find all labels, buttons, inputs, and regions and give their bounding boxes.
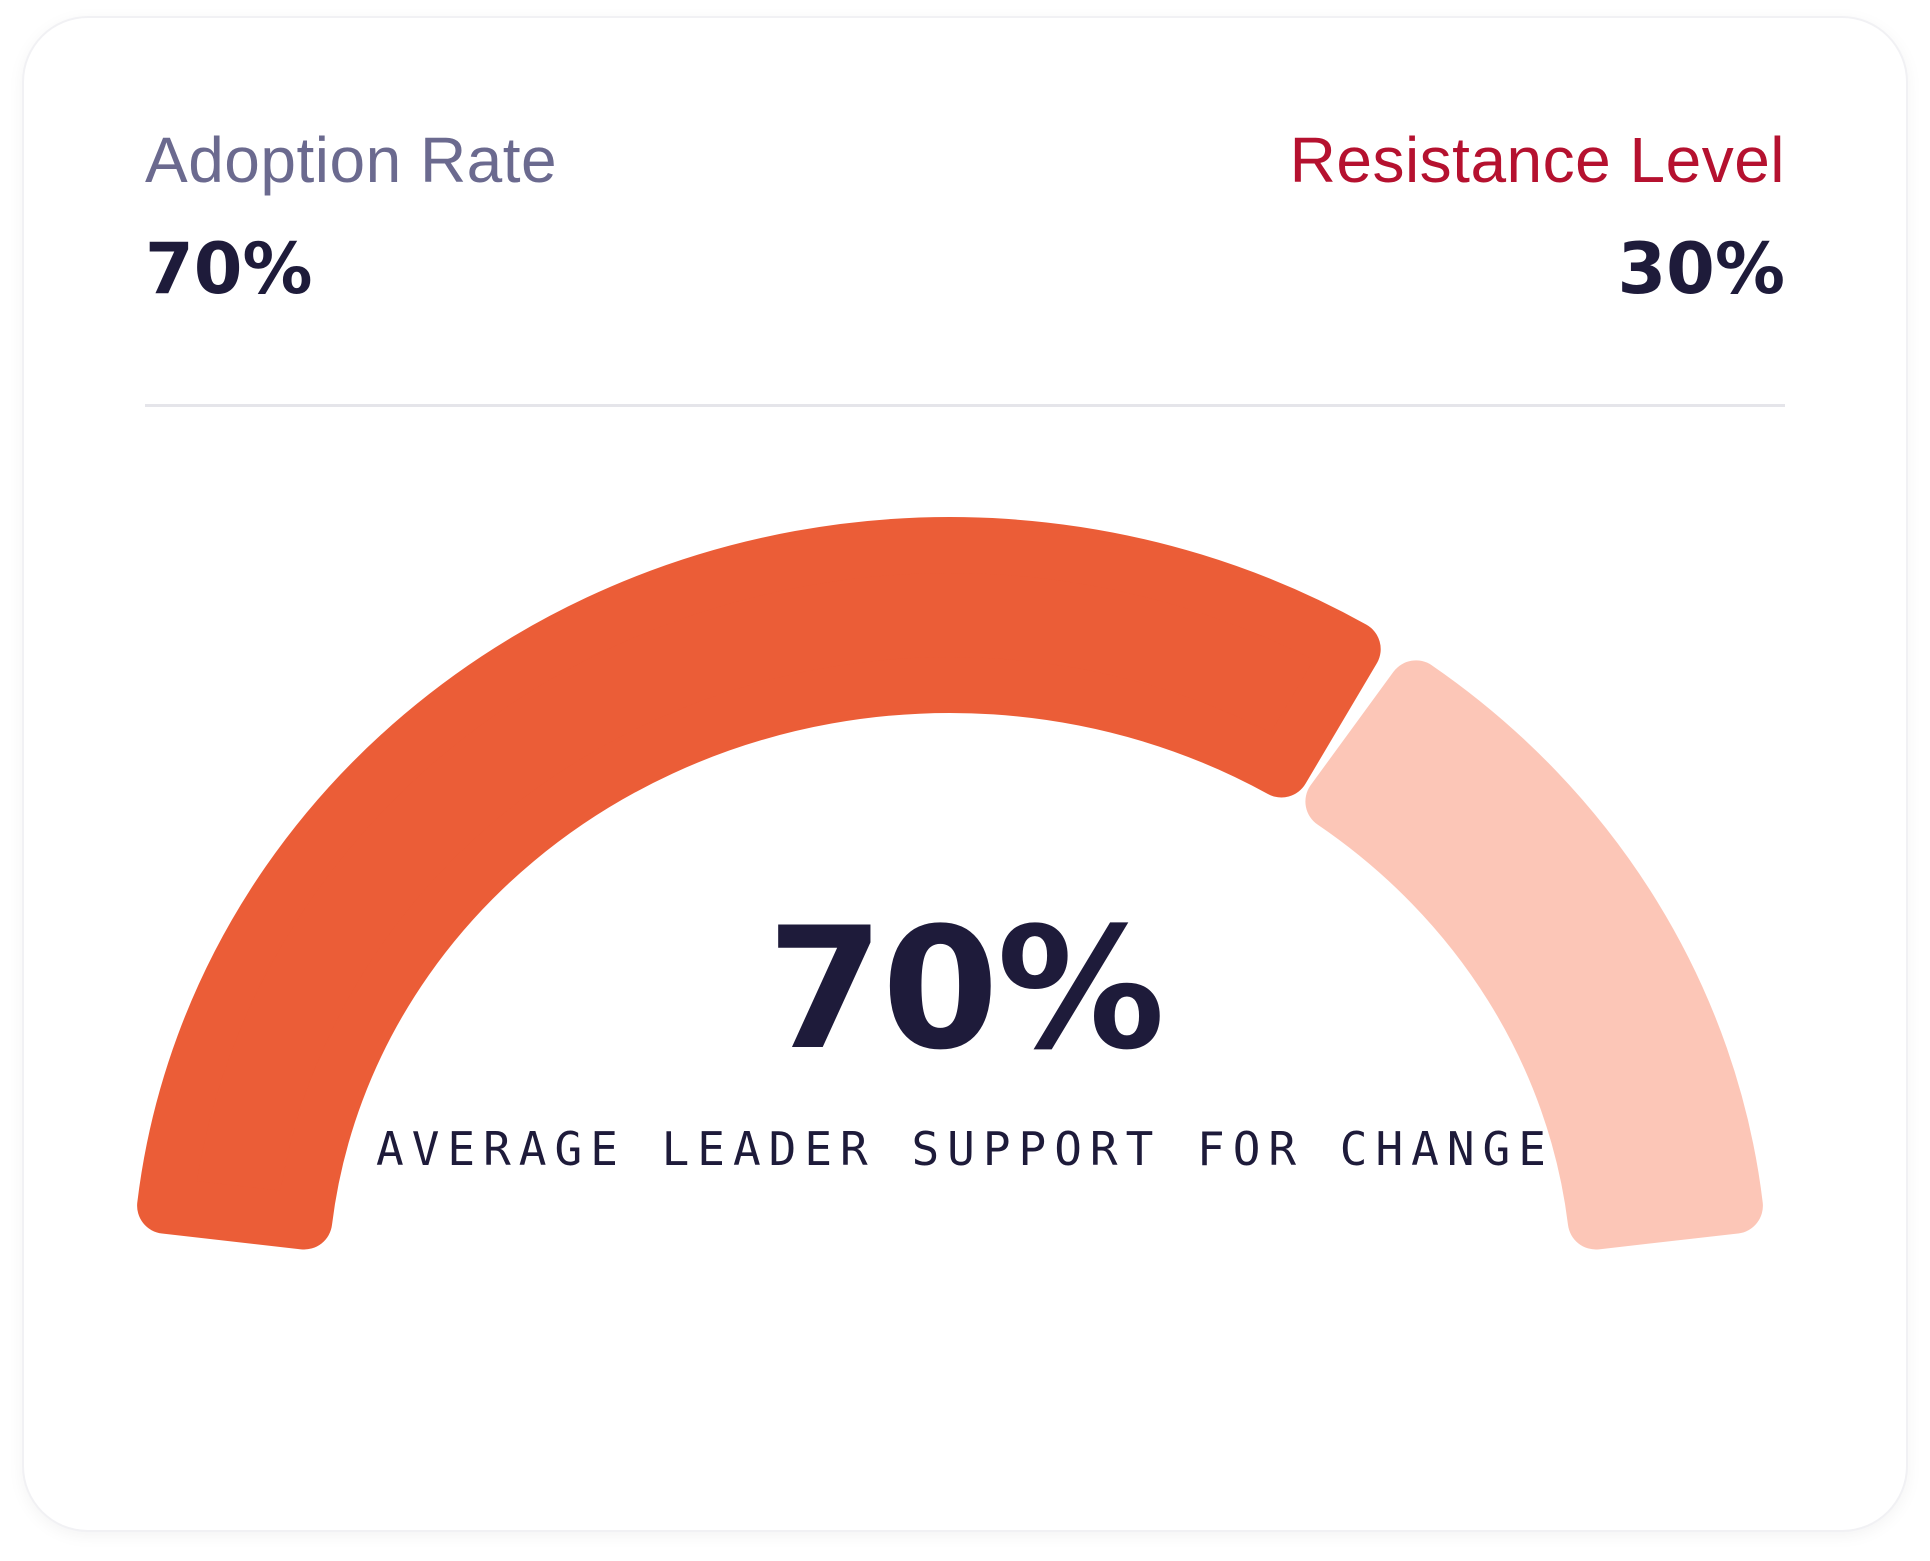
gauge-segments xyxy=(137,517,1763,1250)
gauge-segment-adoption xyxy=(137,517,1381,1250)
resistance-level-label: Resistance Level xyxy=(1289,124,1785,196)
adoption-rate-value: 70% xyxy=(145,228,313,310)
adoption-rate-label: Adoption Rate xyxy=(145,124,558,196)
adoption-stat: Adoption Rate 70% xyxy=(145,128,557,304)
gauge-value: 70% xyxy=(766,891,1165,1087)
resistance-stat: Resistance Level 30% xyxy=(1290,128,1785,304)
resistance-level-value: 30% xyxy=(1617,228,1785,310)
gauge-card xyxy=(24,18,1906,1530)
gauge-caption: AVERAGE LEADER SUPPORT FOR CHANGE xyxy=(376,1122,1554,1176)
gauge-segment-resistance xyxy=(1305,660,1763,1250)
divider xyxy=(145,404,1785,407)
